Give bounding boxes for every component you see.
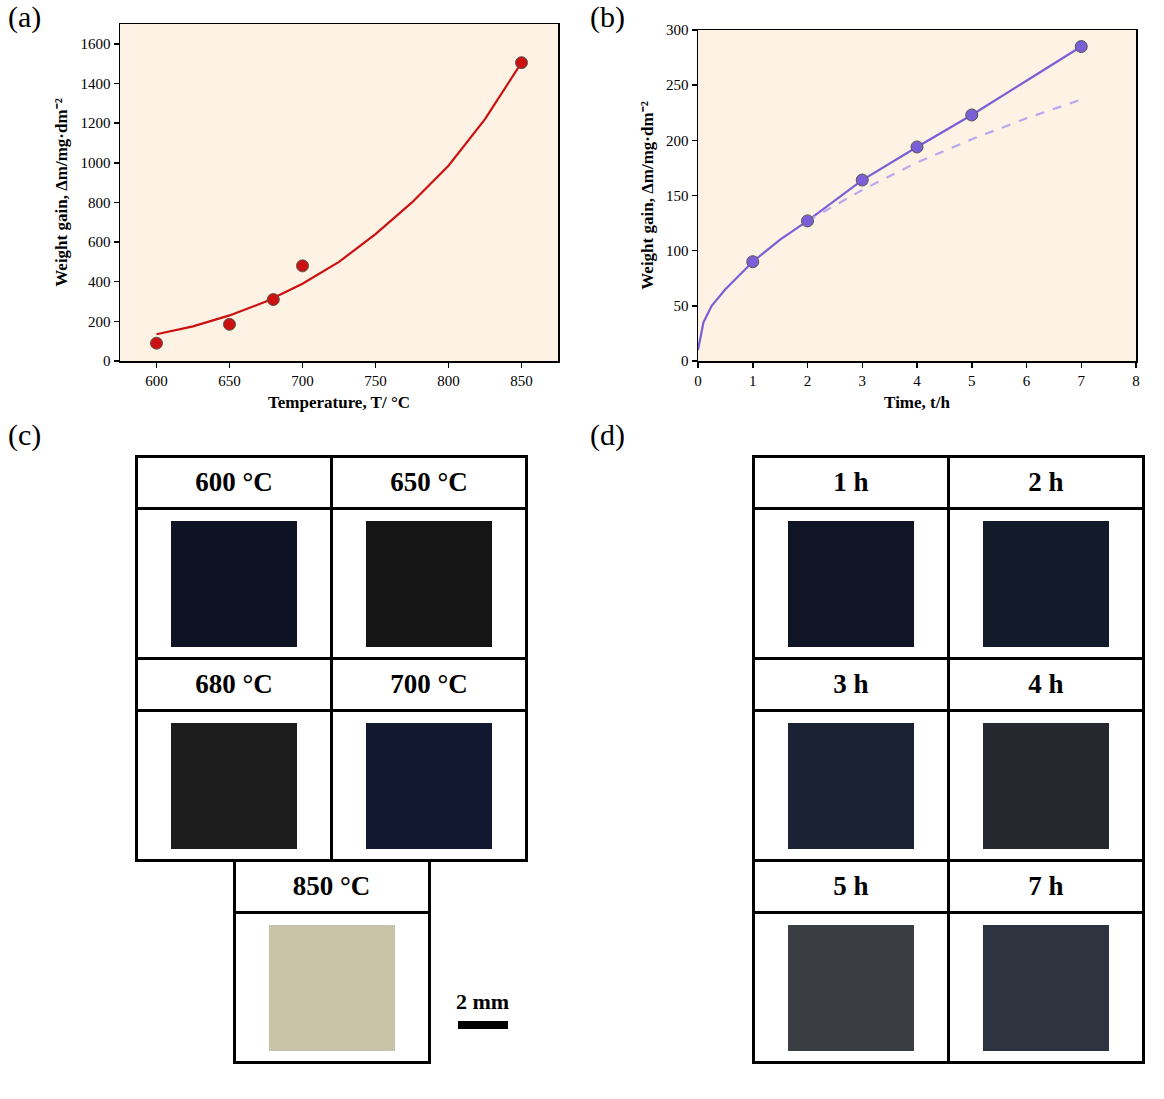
svg-text:150: 150 [666,188,689,204]
svg-text:8: 8 [1132,373,1140,389]
html-text:(a): (a) [8,0,42,33]
svg-text:2: 2 [804,373,812,389]
svg-text:600: 600 [145,373,168,389]
html-text:5 h: 5 h [833,871,869,901]
svg-text:6: 6 [1023,373,1031,389]
svg-text:5: 5 [968,373,976,389]
svg-text:100: 100 [666,243,689,259]
html-text:(c): (c) [8,418,42,451]
html-text:600 °C: 600 °C [195,467,273,497]
svg-text:Temperature, T/ °C: Temperature, T/ °C [268,393,410,412]
html-text:2 h: 2 h [1028,467,1064,497]
svg-text:200: 200 [88,314,111,330]
svg-text:4: 4 [913,373,921,389]
svg-text:0: 0 [103,353,111,369]
svg-text:1200: 1200 [81,115,111,131]
svg-text:800: 800 [88,195,111,211]
html-text:4 h: 4 h [1028,669,1064,699]
svg-text:50: 50 [674,298,689,314]
svg-text:700: 700 [291,373,314,389]
html-text:850 °C: 850 °C [292,871,371,901]
svg-text:250: 250 [666,77,689,93]
svg-text:800: 800 [437,373,460,389]
svg-text:3: 3 [859,373,867,389]
svg-text:0: 0 [681,353,689,369]
html-text:1 h: 1 h [833,467,869,497]
html-text:680 °C: 680 °C [195,669,273,699]
html-text:2 mm: 2 mm [455,989,510,1014]
html-text:3 h: 3 h [833,669,869,699]
svg-text:850: 850 [510,373,533,389]
svg-text:Weight gain, Δm/mg·dm⁻²: Weight gain, Δm/mg·dm⁻² [638,101,657,289]
html-text:(d): (d) [590,418,625,451]
svg-text:Time, t/h: Time, t/h [884,393,950,412]
html-text:650 °C: 650 °C [390,467,468,497]
svg-text:1400: 1400 [81,76,111,92]
svg-text:7: 7 [1078,373,1086,389]
html-text:700 °C: 700 °C [390,669,468,699]
svg-text:Weight gain, Δm/mg·dm⁻²: Weight gain, Δm/mg·dm⁻² [52,98,71,286]
svg-text:0: 0 [694,373,702,389]
svg-text:650: 650 [218,373,241,389]
svg-text:400: 400 [88,274,111,290]
html-text:7 h: 7 h [1028,871,1064,901]
svg-text:200: 200 [666,133,689,149]
svg-text:300: 300 [666,22,689,38]
html-text:(b): (b) [590,0,625,33]
svg-text:750: 750 [364,373,387,389]
svg-text:600: 600 [88,234,111,250]
svg-text:1600: 1600 [81,36,111,52]
svg-text:1000: 1000 [81,155,111,171]
svg-text:1: 1 [749,373,757,389]
